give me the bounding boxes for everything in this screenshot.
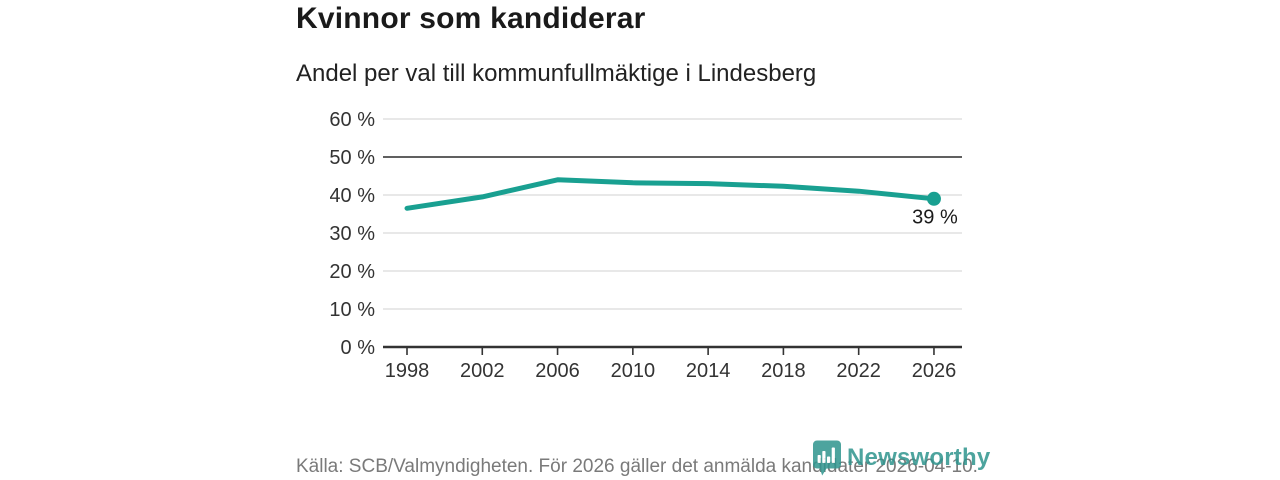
y-axis-tick-label: 40 % [330, 185, 375, 207]
y-axis-tick-label: 0 % [341, 337, 376, 359]
y-axis-tick-label: 20 % [330, 261, 375, 283]
newsworthy-speech-bubble-barchart-icon [813, 440, 841, 476]
brand-name: Newsworthy [847, 444, 991, 471]
x-axis-tick-label: 2010 [611, 360, 656, 382]
data-line [404, 177, 937, 211]
y-axis-tick-label: 30 % [330, 223, 375, 245]
x-axis-tick-label: 2026 [912, 360, 957, 382]
x-axis-tick-label: 2018 [761, 360, 806, 382]
chart-subtitle: Andel per val till kommunfullmäktige i L… [296, 60, 817, 87]
page-title: Kvinnor som kandiderar [296, 2, 646, 35]
end-point-dot [926, 191, 941, 206]
source-note: Källa: SCB/Valmyndigheten. För 2026 gäll… [296, 456, 978, 477]
line-chart: 0 % 10 % 20 % 30 % 40 % 50 % 60 % 1998 2002 2006 2… [330, 109, 962, 382]
y-axis-tick-label: 50 % [330, 147, 375, 169]
end-point-label: 39 % [912, 206, 958, 228]
x-axis-tick-label: 1998 [385, 360, 430, 382]
x-axis-tick-label: 2002 [460, 360, 505, 382]
x-axis-tick-label: 2006 [535, 360, 580, 382]
y-axis-tick-label: 10 % [330, 299, 375, 321]
newsworthy-logo: Newsworthy [812, 440, 990, 476]
x-axis-tick-label: 2022 [836, 360, 881, 382]
y-axis-tick-label: 60 % [330, 109, 375, 131]
x-axis-tick-label: 2014 [686, 360, 731, 382]
